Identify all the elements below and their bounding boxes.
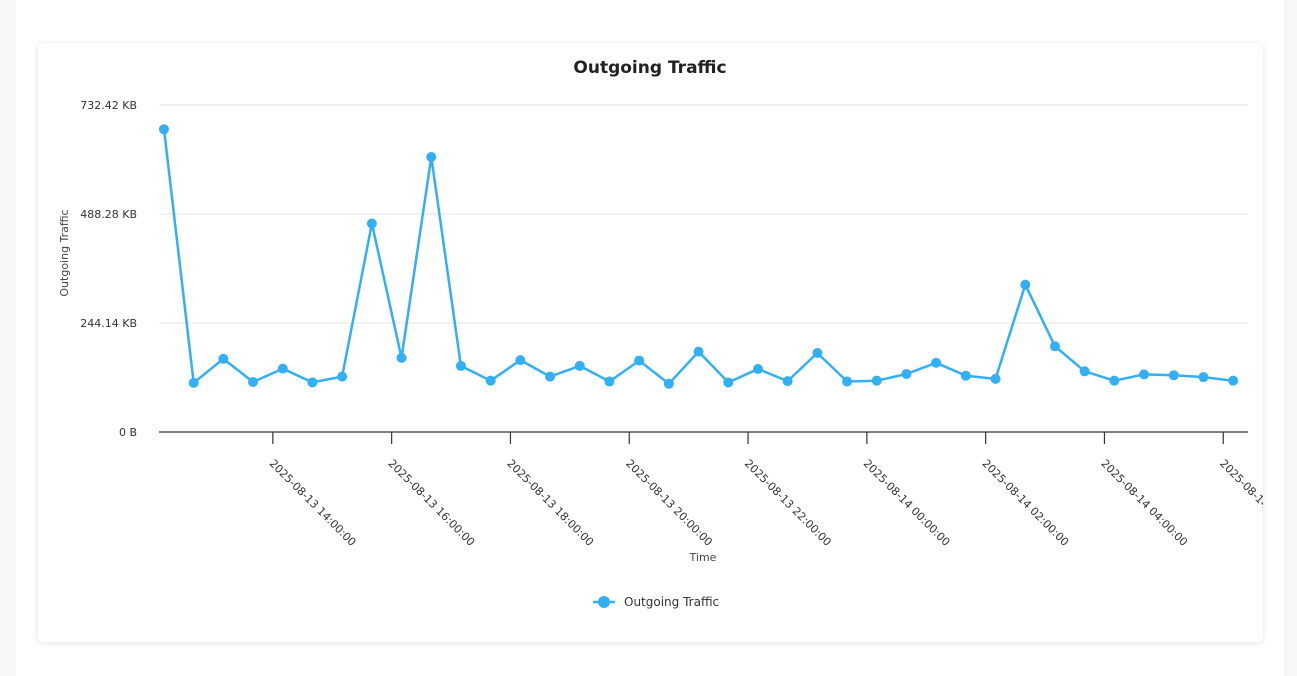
data-point[interactable] [1109, 375, 1120, 386]
y-gridlines [159, 104, 1248, 324]
series-outgoing-traffic [158, 124, 1239, 389]
data-point[interactable] [901, 368, 912, 379]
data-point[interactable] [842, 376, 853, 387]
x-tick-label: 2025-08-14 06:00:00 [1217, 457, 1263, 549]
data-point[interactable] [1168, 370, 1179, 381]
data-point[interactable] [574, 360, 585, 371]
x-tick-label: 2025-08-13 18:00:00 [504, 457, 596, 549]
chart-title: Outgoing Traffic [573, 58, 726, 78]
data-point[interactable] [188, 377, 199, 388]
page-background: Outgoing Traffic 0 B 244.14 KB 488.28 KB 73… [16, 0, 1297, 676]
data-point[interactable] [931, 357, 942, 368]
y-tick-label: 732.42 KB [80, 99, 137, 112]
data-point[interactable] [248, 376, 259, 387]
x-tick-label: 2025-08-13 14:00:00 [267, 457, 359, 549]
data-point[interactable] [455, 360, 466, 371]
x-tick-label: 2025-08-14 04:00:00 [1098, 457, 1190, 549]
data-point[interactable] [604, 376, 615, 387]
y-axis-ticks: 0 B 244.14 KB 488.28 KB 732.42 KB [80, 99, 137, 439]
x-tick-label: 2025-08-14 00:00:00 [861, 457, 953, 549]
y-tick-label: 0 B [119, 426, 137, 439]
data-point[interactable] [812, 347, 823, 358]
data-point[interactable] [366, 218, 377, 229]
data-point[interactable] [1020, 279, 1031, 290]
data-point[interactable] [218, 353, 229, 364]
data-point[interactable] [485, 375, 496, 386]
data-point[interactable] [723, 377, 734, 388]
data-point[interactable] [1139, 369, 1150, 380]
data-point[interactable] [1198, 372, 1209, 383]
data-point[interactable] [277, 363, 288, 374]
x-axis-title: Time [689, 551, 717, 564]
y-axis-title: Outgoing Traffic [58, 209, 71, 296]
data-point[interactable] [752, 364, 763, 375]
data-point[interactable] [158, 124, 169, 135]
data-point[interactable] [515, 355, 526, 366]
data-point[interactable] [663, 378, 674, 389]
data-point[interactable] [1228, 375, 1239, 386]
data-point[interactable] [1079, 366, 1090, 377]
data-point[interactable] [396, 352, 407, 363]
data-point[interactable] [693, 346, 704, 357]
data-point[interactable] [960, 370, 971, 381]
series-line [162, 129, 1234, 386]
outgoing-traffic-chart: Outgoing Traffic 0 B 244.14 KB 488.28 KB 73… [58, 58, 1297, 609]
data-point[interactable] [1049, 341, 1060, 352]
data-point[interactable] [426, 151, 437, 162]
data-point[interactable] [307, 377, 318, 388]
x-tick-label: 2025-08-13 16:00:00 [386, 457, 478, 549]
x-tick-label: 2025-08-13 20:00:00 [623, 457, 715, 549]
y-tick-label: 244.14 KB [80, 317, 137, 330]
y-tick-label: 488.28 KB [80, 208, 137, 221]
x-axis: 2025-08-13 14:00:00 2025-08-13 16:00:00 20… [159, 431, 1297, 549]
data-point[interactable] [545, 371, 556, 382]
data-point[interactable] [990, 373, 1001, 384]
legend-label[interactable]: Outgoing Traffic [624, 595, 719, 609]
legend[interactable]: Outgoing Traffic [593, 595, 719, 609]
legend-marker-icon [598, 596, 610, 608]
x-tick-label: 2025-08-14 02:00:00 [980, 457, 1072, 549]
data-point[interactable] [871, 375, 882, 386]
chart-card: Outgoing Traffic 0 B 244.14 KB 488.28 KB 73… [38, 43, 1297, 642]
data-point[interactable] [337, 371, 348, 382]
x-tick-label: 2025-08-13 22:00:00 [742, 457, 834, 549]
data-point[interactable] [634, 355, 645, 366]
data-point[interactable] [782, 376, 793, 387]
